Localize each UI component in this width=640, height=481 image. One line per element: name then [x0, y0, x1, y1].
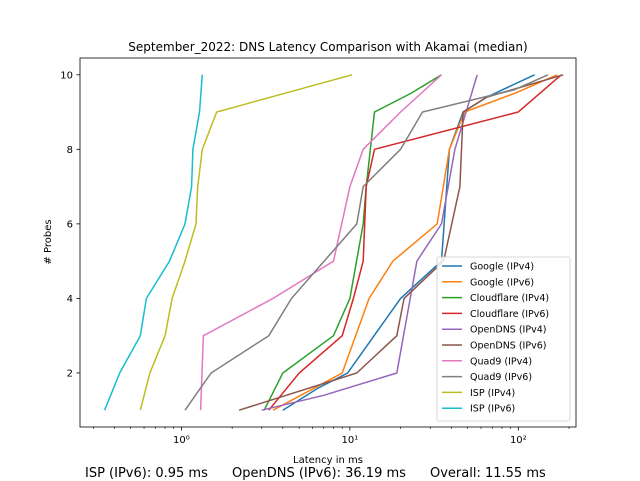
- footer-opendns-ipv6: OpenDNS (IPv6): 36.19 ms: [232, 466, 406, 481]
- series-line-quad9-ipv4: [199, 74, 443, 411]
- legend: Google (IPv4) Google (IPv6) Cloudflare (IP…: [436, 256, 571, 422]
- series-line-cloudflare-ipv4: [263, 74, 442, 411]
- y-tick-label: 8: [67, 145, 73, 156]
- legend-label-quad9-ipv6: Quad9 (IPv6): [470, 372, 532, 383]
- legend-label-google-ipv4: Google (IPv4): [470, 262, 534, 273]
- chart-title: September_2022: DNS Latency Comparison w…: [128, 40, 527, 54]
- x-tick-label: 10⁰: [173, 435, 190, 446]
- axis-ticks: 10⁰ 10¹ 10² 2 4 6 8 10: [60, 70, 570, 446]
- legend-label-isp-ipv4: ISP (IPv4): [470, 388, 515, 399]
- y-tick-label: 2: [67, 368, 73, 379]
- legend-label-opendns-ipv6: OpenDNS (IPv6): [470, 341, 546, 352]
- x-axis-label: Latency in ms: [293, 455, 363, 466]
- legend-label-cloudflare-ipv4: Cloudflare (IPv4): [470, 293, 549, 304]
- legend-label-google-ipv6: Google (IPv6): [470, 277, 534, 288]
- legend-box: [436, 256, 571, 422]
- y-tick-label: 6: [67, 219, 73, 230]
- x-tick-label: 10¹: [342, 435, 359, 446]
- series-line-isp-ipv4: [139, 74, 353, 411]
- footer-overall: Overall: 11.55 ms: [430, 466, 546, 481]
- y-tick-label: 10: [60, 70, 73, 81]
- legend-label-quad9-ipv4: Quad9 (IPv4): [470, 356, 532, 367]
- series-line-isp-ipv6: [103, 74, 204, 411]
- legend-label-cloudflare-ipv6: Cloudflare (IPv6): [470, 309, 549, 320]
- y-tick-label: 4: [67, 294, 73, 305]
- footer-isp-ipv6: ISP (IPv6): 0.95 ms: [85, 466, 208, 481]
- y-axis-label: # Probes: [43, 219, 54, 264]
- series-line-opendns-ipv4: [261, 74, 478, 411]
- series-line-cloudflare-ipv6: [268, 74, 562, 411]
- legend-label-isp-ipv6: ISP (IPv6): [470, 404, 515, 415]
- series-line-google-ipv6: [272, 74, 558, 411]
- legend-label-opendns-ipv4: OpenDNS (IPv4): [470, 325, 546, 336]
- x-tick-label: 10²: [510, 435, 527, 446]
- plot-frame: [79, 57, 577, 428]
- series-line-quad9-ipv6: [184, 74, 549, 411]
